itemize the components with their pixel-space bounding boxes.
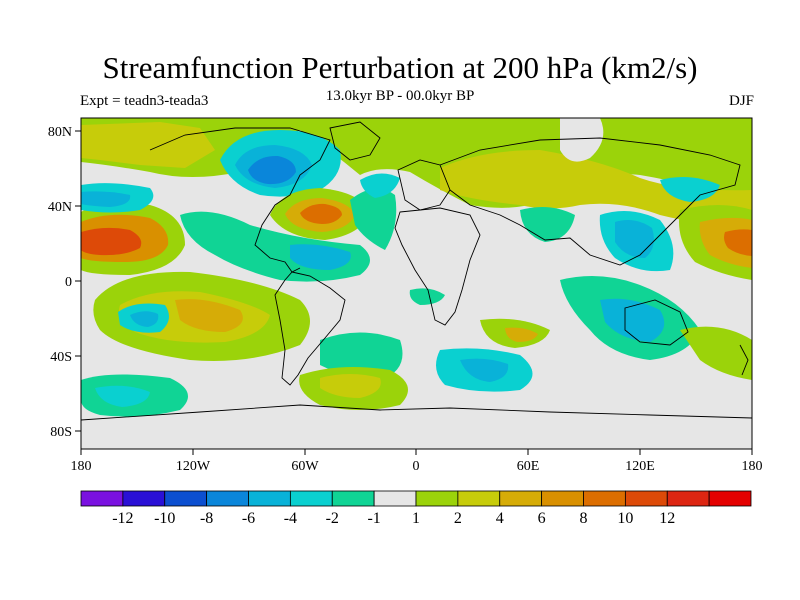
contour-pacific-low-core bbox=[81, 191, 131, 207]
colorbar-swatch bbox=[666, 490, 710, 507]
contour-north-pacific-yellow bbox=[81, 122, 215, 168]
lon-label-60e: 60E bbox=[517, 459, 540, 474]
colorbar-label: 2 bbox=[454, 510, 462, 527]
coast-south-america bbox=[274, 271, 346, 386]
coast-europe bbox=[397, 159, 451, 211]
colorbar-label: -10 bbox=[154, 510, 175, 527]
colorbar-label: -2 bbox=[326, 510, 339, 527]
colorbar-label: 6 bbox=[538, 510, 546, 527]
colorbar-swatch bbox=[457, 490, 501, 507]
contour-wpac-low-core bbox=[615, 220, 654, 258]
colorbar-label: 10 bbox=[617, 510, 633, 527]
lat-label-80n: 80N bbox=[48, 125, 72, 140]
coastline-layer bbox=[81, 121, 752, 421]
contour-npac-east-high-core bbox=[724, 229, 752, 256]
lon-label-0: 0 bbox=[413, 459, 420, 474]
lon-label-180w: 180 bbox=[71, 459, 92, 474]
colorbar-swatch bbox=[373, 490, 417, 507]
contour-siberia-gap bbox=[560, 118, 604, 162]
coast-north-america bbox=[149, 127, 331, 273]
colorbar-label: -6 bbox=[242, 510, 255, 527]
plot-subtitle: 13.0kyr BP - 00.0kyr BP bbox=[325, 88, 475, 104]
contour-fill-layer bbox=[81, 118, 752, 449]
lon-label-120w: 120W bbox=[176, 459, 211, 474]
colorbar-swatch bbox=[248, 490, 291, 507]
lat-axis: 80N 40N 0 40S 80S bbox=[48, 125, 81, 440]
coast-new-zealand bbox=[739, 344, 749, 376]
contour-indian-high-core bbox=[505, 327, 538, 342]
colorbar-label: 1 bbox=[412, 510, 420, 527]
lat-label-40s: 40S bbox=[50, 350, 72, 365]
lon-axis: 180 120W 60W 0 60E 120E 180 bbox=[71, 449, 763, 474]
coast-africa bbox=[394, 207, 481, 326]
colorbar-swatch bbox=[331, 490, 375, 507]
colorbar-swatch bbox=[583, 490, 626, 507]
colorbar-swatch bbox=[499, 490, 543, 507]
lat-label-80s: 80S bbox=[50, 425, 72, 440]
colorbar-swatch bbox=[80, 490, 124, 507]
colorbar-swatch bbox=[415, 490, 459, 507]
colorbar-swatch bbox=[206, 490, 249, 507]
lon-label-60w: 60W bbox=[291, 459, 319, 474]
colorbar: -12 -10 -8 -6 -4 -2 -1 1 2 4 6 8 10 12 bbox=[80, 490, 752, 527]
colorbar-swatch bbox=[289, 490, 333, 507]
colorbar-swatch bbox=[708, 490, 752, 507]
contour-eurasia-yellow bbox=[440, 150, 752, 228]
experiment-label: Expt = teadn3-teada3 bbox=[80, 93, 209, 109]
colorbar-swatch bbox=[541, 490, 584, 507]
colorbar-swatch bbox=[122, 490, 166, 507]
contour-south-atlantic-small-low bbox=[409, 288, 445, 305]
colorbar-swatch bbox=[164, 490, 208, 507]
contour-south-pacific-low-core bbox=[130, 311, 159, 327]
season-label: DJF bbox=[728, 93, 754, 109]
contour-europe-low bbox=[360, 173, 400, 198]
contour-southern-high-core bbox=[320, 374, 381, 398]
lon-label-180e: 180 bbox=[742, 459, 763, 474]
lat-label-40n: 40N bbox=[48, 200, 72, 215]
contour-kamchatka-low bbox=[660, 176, 720, 202]
plot-title: Streamfunction Perturbation at 200 hPa (… bbox=[102, 50, 698, 85]
contour-pacific-high-core bbox=[81, 227, 142, 256]
contour-africa-north-low bbox=[350, 188, 397, 250]
contour-south-pacific-high-core bbox=[175, 299, 243, 332]
colorbar-label: 8 bbox=[580, 510, 588, 527]
contour-southern-pacific-core bbox=[95, 385, 150, 407]
contour-indian-low-core bbox=[460, 358, 509, 382]
contour-tropical-low-core bbox=[290, 244, 351, 270]
colorbar-label: -4 bbox=[284, 510, 297, 527]
colorbar-label: 12 bbox=[659, 510, 675, 527]
coast-greenland bbox=[329, 121, 381, 161]
contour-australia-low-core bbox=[600, 298, 665, 342]
colorbar-swatch bbox=[624, 490, 668, 507]
lat-label-0: 0 bbox=[65, 275, 72, 290]
colorbar-label: -8 bbox=[200, 510, 213, 527]
coast-asia bbox=[439, 137, 741, 266]
contour-atlantic-high-core bbox=[300, 203, 342, 224]
coast-australia bbox=[624, 299, 689, 346]
colorbar-label: -12 bbox=[112, 510, 133, 527]
colorbar-label: -1 bbox=[367, 510, 380, 527]
colorbar-label: 4 bbox=[496, 510, 504, 527]
contour-tasman-high bbox=[680, 326, 752, 380]
contour-namerica-low-core bbox=[248, 155, 296, 185]
coast-antarctica bbox=[81, 404, 752, 421]
lon-label-120e: 120E bbox=[625, 459, 655, 474]
